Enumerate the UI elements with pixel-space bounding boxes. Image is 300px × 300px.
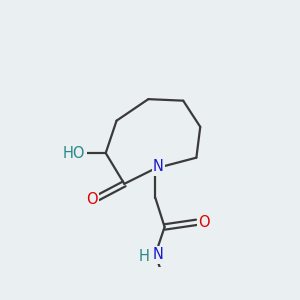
Text: H: H xyxy=(139,249,150,264)
Text: O: O xyxy=(86,192,98,207)
Text: N: N xyxy=(153,247,164,262)
Text: O: O xyxy=(198,215,210,230)
Text: N: N xyxy=(153,159,164,174)
Text: HO: HO xyxy=(63,146,85,160)
